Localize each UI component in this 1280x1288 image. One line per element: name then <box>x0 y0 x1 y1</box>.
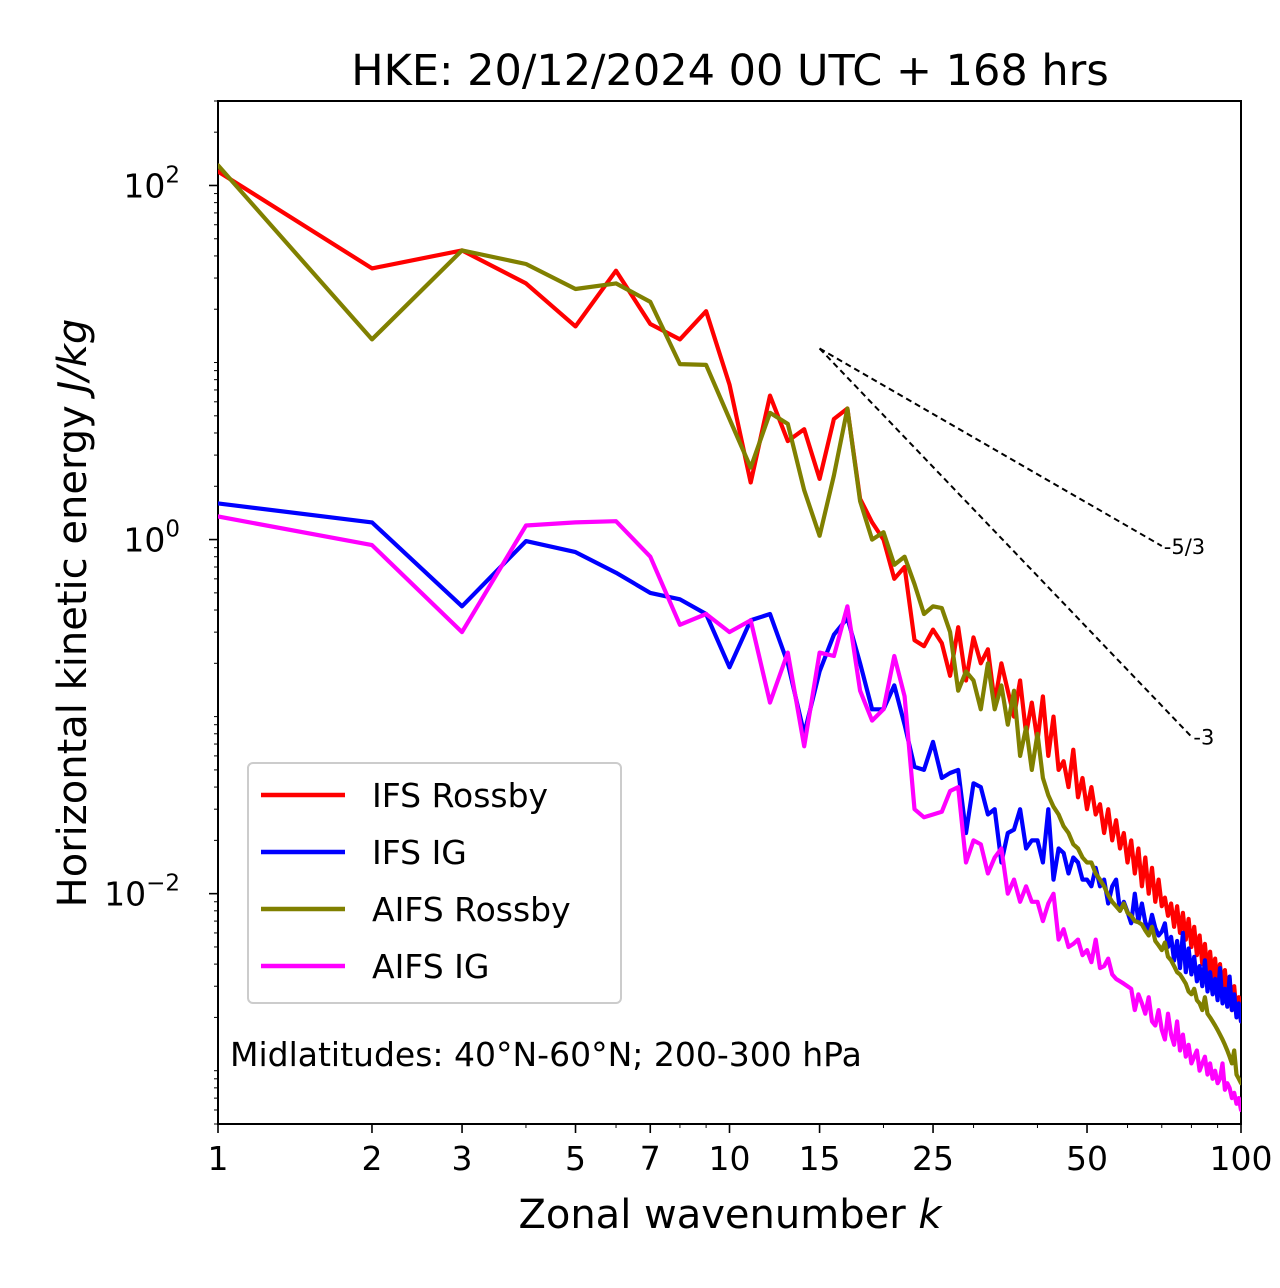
x-tick-label: 25 <box>912 1139 954 1178</box>
x-tick-label: 50 <box>1066 1139 1108 1178</box>
y-tick-base: 10 <box>123 521 165 560</box>
x-axis-label: Zonal wavenumber k <box>518 1192 943 1238</box>
x-tick-label: 15 <box>799 1139 841 1178</box>
x-tick-label: 2 <box>361 1139 382 1178</box>
x-axis-label-var: k <box>918 1192 943 1238</box>
legend-label: IFS Rossby <box>372 776 548 815</box>
series-line <box>218 514 1241 1113</box>
y-tick-exponent: −2 <box>146 871 180 897</box>
legend-box <box>247 762 622 1004</box>
region-annotation: Midlatitudes: 40°N-60°N; 200-300 hPa <box>230 1035 862 1074</box>
y-tick-exponent: 2 <box>165 162 180 188</box>
y-tick-base: 10 <box>104 875 146 914</box>
x-tick-label: 100 <box>1210 1139 1273 1178</box>
y-tick-label: 102 <box>123 162 180 205</box>
x-axis-label-text: Zonal wavenumber <box>518 1192 906 1238</box>
y-tick-label: 10−2 <box>104 871 180 914</box>
reference-slope-label: -5/3 <box>1164 535 1205 559</box>
y-axis-label: Horizontal kinetic energy J/kg <box>50 319 96 908</box>
legend-label: IFS IG <box>372 833 467 872</box>
x-tick-label: 5 <box>565 1139 586 1178</box>
series-line <box>218 163 1241 1086</box>
y-axis-label-unit: J/kg <box>50 319 96 400</box>
reference-slope-label: -3 <box>1193 726 1214 750</box>
y-tick-base: 10 <box>123 166 165 205</box>
reference-line-labels: -5/3 -3 <box>1164 535 1215 750</box>
y-tick-exponent: 0 <box>165 517 180 543</box>
legend-label: AIFS Rossby <box>372 890 571 929</box>
x-tick-label: 10 <box>709 1139 751 1178</box>
chart-title: HKE: 20/12/2024 00 UTC + 168 hrs <box>351 46 1108 96</box>
reference-lines <box>818 347 1193 738</box>
y-tick-label: 100 <box>123 517 180 560</box>
legend-label: AIFS IG <box>372 947 489 986</box>
y-axis-label-text: Horizontal kinetic energy <box>50 405 96 907</box>
x-tick-label: 1 <box>208 1139 229 1178</box>
reference-slope-line <box>819 347 1163 547</box>
series-group <box>218 163 1241 1113</box>
x-tick-label: 3 <box>452 1139 473 1178</box>
legend: IFS Rossby IFS IG AIFS Rossby AIFS IG <box>247 762 622 1004</box>
x-tick-label: 7 <box>640 1139 661 1178</box>
